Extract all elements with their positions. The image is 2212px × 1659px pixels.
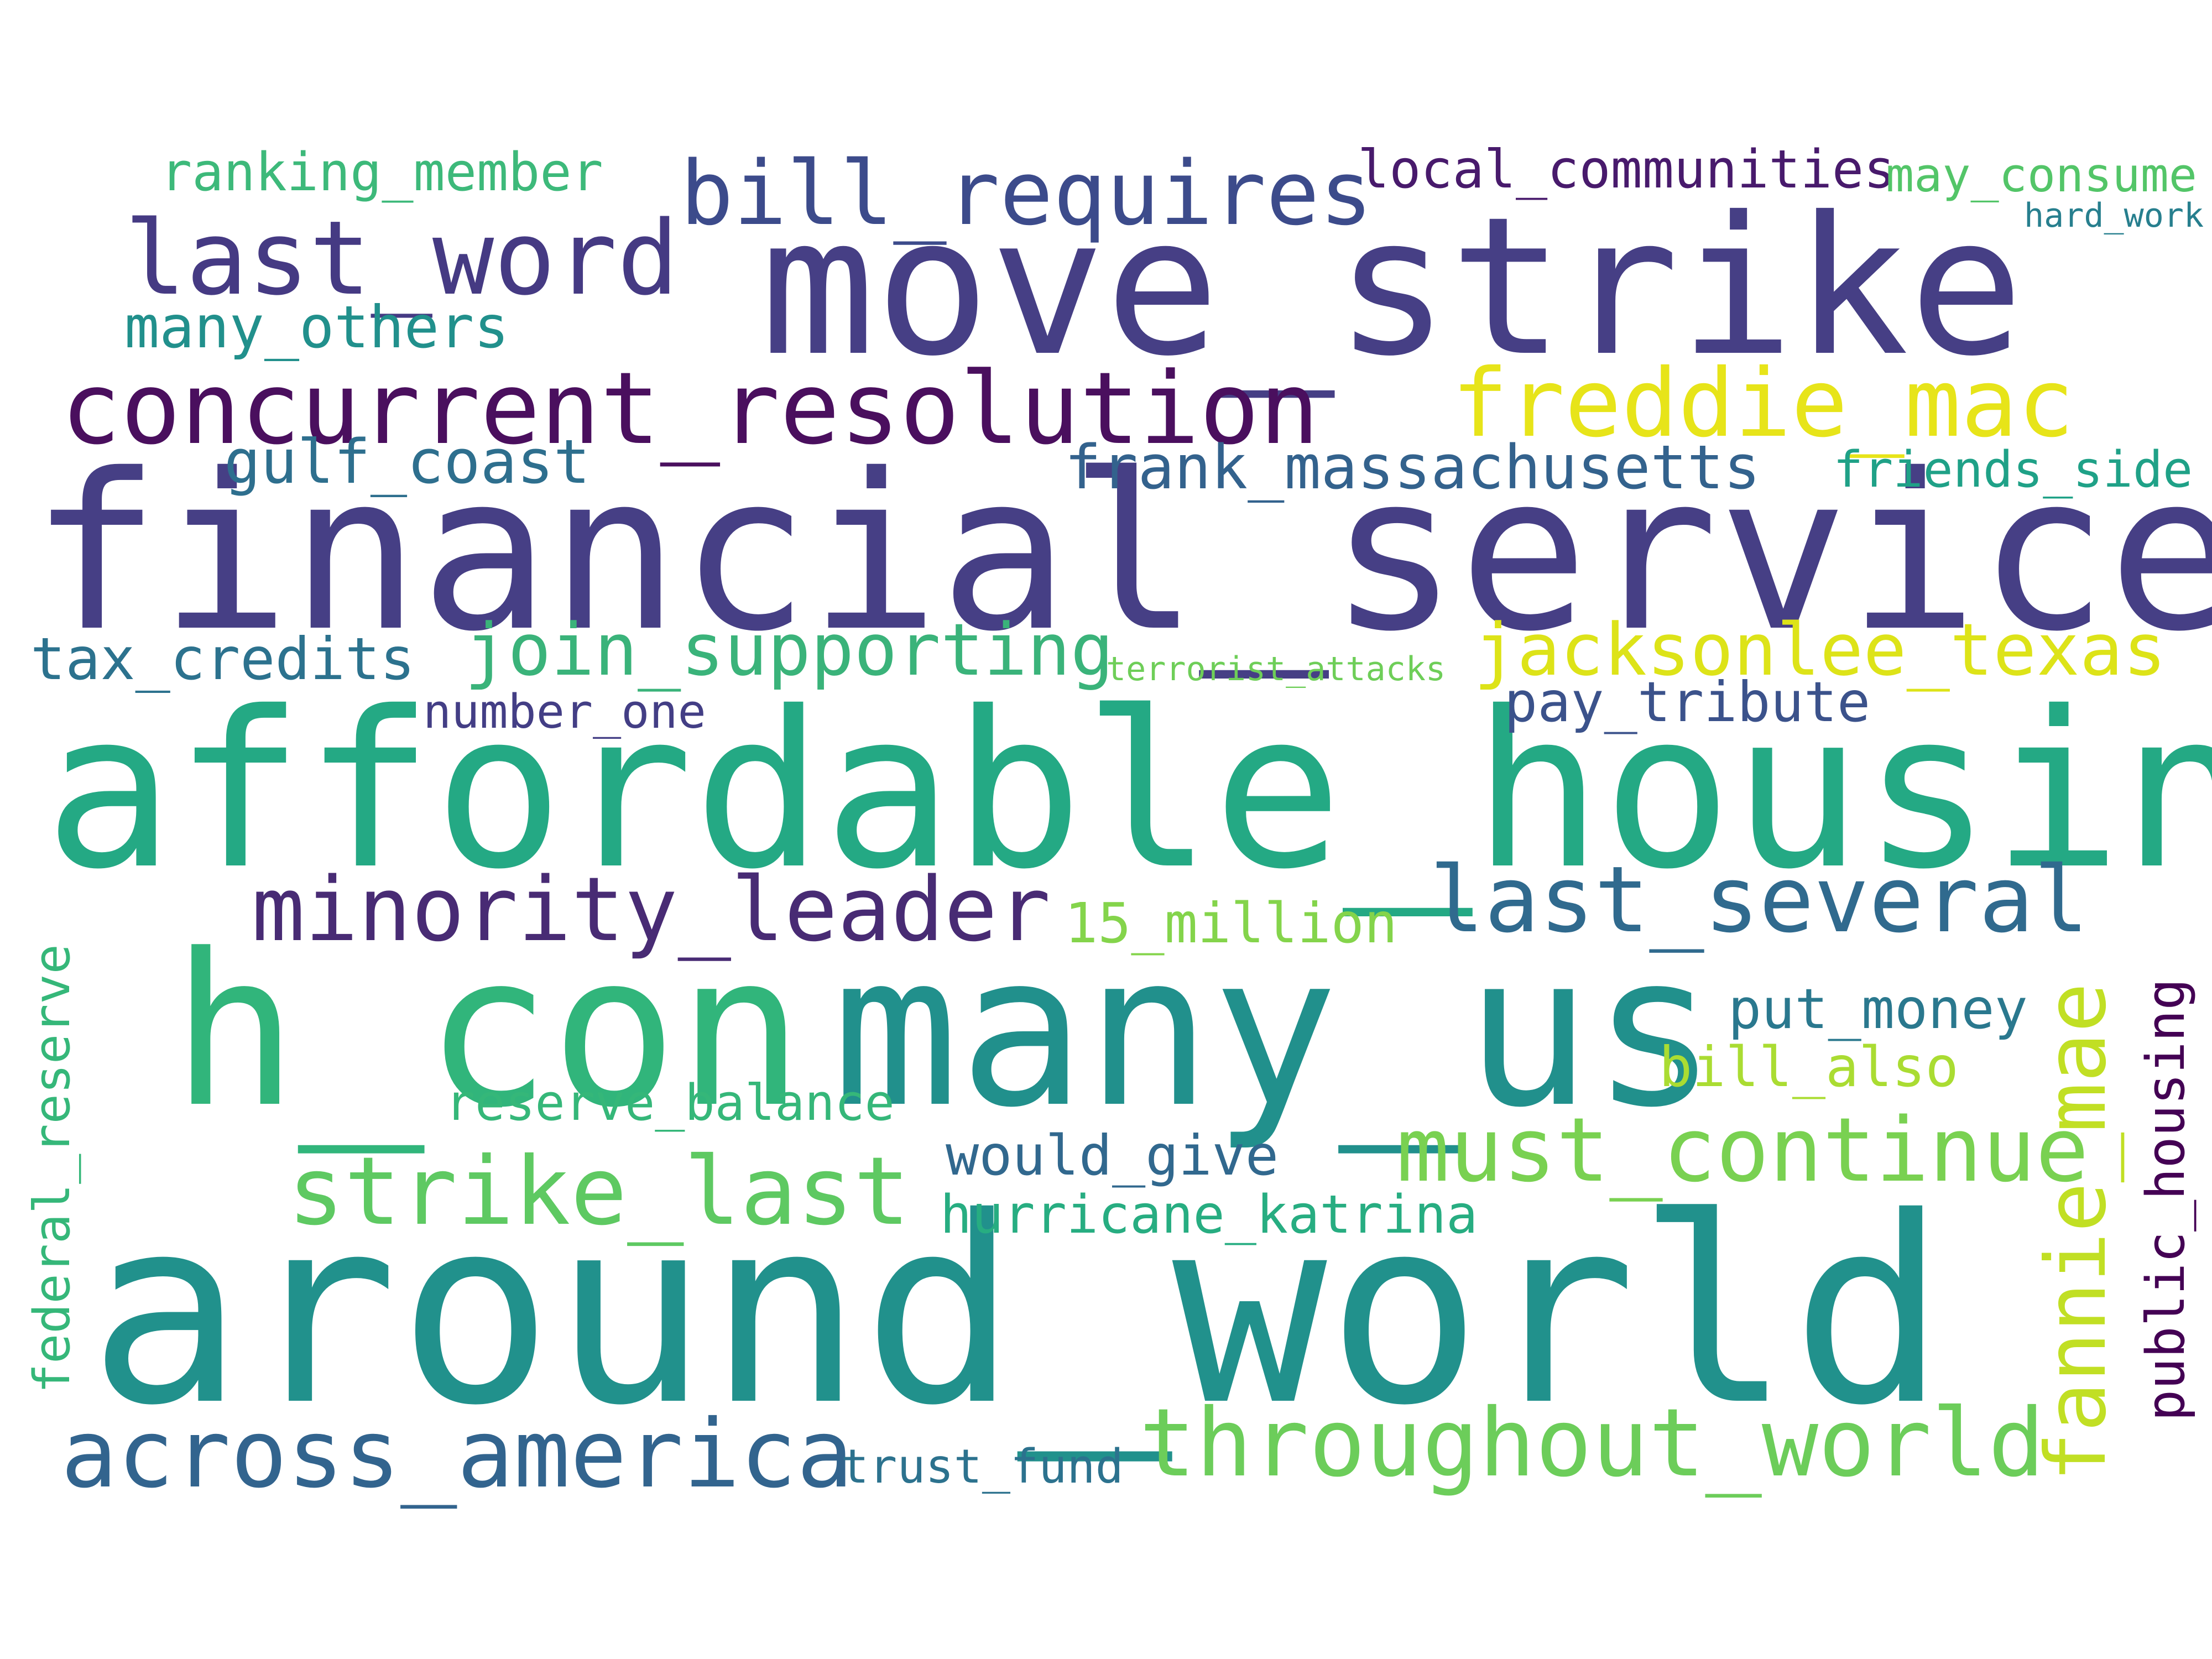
word-terrorist-attacks: terrorist_attacks [1106,650,1446,688]
word-last-several: last_several [1430,847,2089,953]
word-hurricane-katrina: hurricane_katrina [940,1185,1478,1245]
word-many-others: many_others [124,294,509,361]
word-bill-also: bill_also [1659,1035,1959,1099]
word-would-give: would_give [946,1123,1279,1188]
word-15-million: 15_million [1065,891,1398,956]
word-fannie-mae: fannie_mae [2028,982,2125,1482]
word-frank-massachusetts: frank_massachusetts [1065,432,1761,503]
word-must-continue: must_continue [1396,1098,2089,1202]
word-throughout-world: throughout_world [1139,1389,2045,1498]
word-concurrent-resolution: concurrent_resolution [61,351,1319,467]
word-affordable-housing: affordable_housing [44,665,2212,916]
word-freddie-mac: freddie_mac [1452,349,2074,458]
word-number-one: number_one [423,685,706,739]
word-join-supporting: join_supporting [465,608,1114,692]
word-move-strike: move_strike [760,176,2024,398]
word-gulf-coast: gulf_coast [224,426,591,497]
word-jacksonlee-texas: jacksonlee_texas [1474,608,2167,692]
word-financial-services: financial_services [30,427,2212,679]
word-pay-tribute: pay_tribute [1504,670,1871,734]
word-around-world: around_world [88,1162,1947,1462]
word-put-money: put_money [1728,977,2028,1041]
word-h-con: h_con [171,909,804,1154]
word-minority-leader: minority_leader [252,858,1051,961]
word-hard-work: hard_work [2024,196,2204,235]
word-federal-reserve: federal_reserve [23,944,81,1394]
word-local-communities: local_communities [1358,139,1896,200]
word-ranking-member: ranking_member [160,142,603,203]
word-friends-side: friends_side [1833,441,2193,499]
word-across-america: across_america [61,1400,853,1509]
word-tax-credits: tax_credits [30,625,415,693]
word-bill-requires: bill_requires [680,142,1373,245]
word-strike-last: strike_last [288,1137,910,1246]
word-trust-fund: trust_fund [841,1439,1124,1494]
word-last-word: last_word [124,199,679,318]
word-public-housing: public_housing [2136,978,2197,1421]
word-many-us: many_us [832,909,1718,1154]
word-may-consume: may_consume [1886,148,2197,203]
word-reserve-balance: reserve_balance [445,1074,895,1132]
